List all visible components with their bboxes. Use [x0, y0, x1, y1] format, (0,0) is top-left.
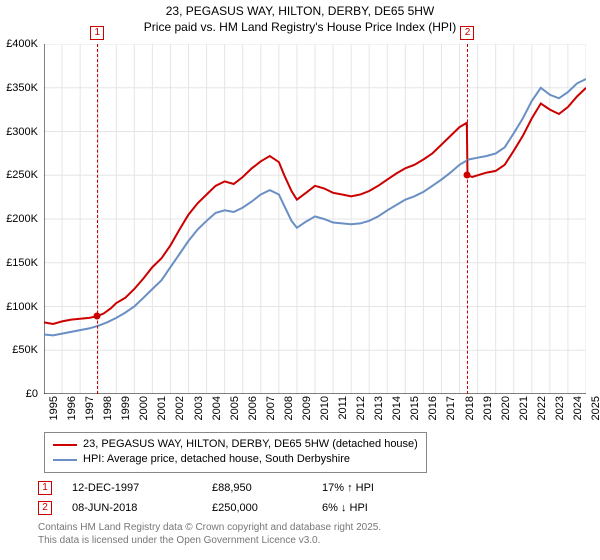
marker-row-price: £88,950 [212, 482, 322, 494]
legend-swatch [53, 444, 77, 446]
attribution: Contains HM Land Registry data © Crown c… [38, 522, 381, 547]
marker-line [467, 44, 468, 394]
title-line1: 23, PEGASUS WAY, HILTON, DERBY, DE65 5HW [0, 4, 600, 20]
x-tick-label: 2020 [500, 396, 512, 420]
y-tick-label: £400K [6, 38, 38, 50]
marker-row-badge: 2 [38, 501, 52, 515]
x-tick-label: 2002 [174, 396, 186, 420]
x-tick-label: 2010 [319, 396, 331, 420]
y-tick-label: £50K [12, 344, 38, 356]
legend-label: 23, PEGASUS WAY, HILTON, DERBY, DE65 5HW… [83, 437, 418, 452]
legend: 23, PEGASUS WAY, HILTON, DERBY, DE65 5HW… [44, 432, 427, 473]
x-tick-label: 2012 [355, 396, 367, 420]
x-tick-label: 2016 [427, 396, 439, 420]
marker-row-date: 08-JUN-2018 [72, 502, 212, 514]
marker-badge: 2 [460, 26, 474, 40]
marker-row-pct: 6% ↓ HPI [322, 502, 432, 514]
x-tick-label: 2024 [572, 396, 584, 420]
attribution-line2: This data is licensed under the Open Gov… [38, 535, 381, 548]
x-tick-label: 2000 [138, 396, 150, 420]
x-tick-label: 2017 [445, 396, 457, 420]
x-tick-label: 2025 [590, 396, 600, 420]
x-tick-label: 2023 [554, 396, 566, 420]
chart-svg [44, 44, 586, 394]
x-tick-label: 2009 [301, 396, 313, 420]
marker-row-pct: 17% ↑ HPI [322, 482, 432, 494]
y-tick-label: £250K [6, 169, 38, 181]
x-tick-label: 2006 [247, 396, 259, 420]
marker-dot [464, 172, 471, 179]
x-tick-label: 2015 [409, 396, 421, 420]
x-tick-label: 2014 [391, 396, 403, 420]
chart-area: £0£50K£100K£150K£200K£250K£300K£350K£400… [44, 44, 586, 394]
x-tick-label: 2018 [464, 396, 476, 420]
chart-container: 23, PEGASUS WAY, HILTON, DERBY, DE65 5HW… [0, 0, 600, 560]
legend-row: 23, PEGASUS WAY, HILTON, DERBY, DE65 5HW… [53, 437, 418, 452]
marker-row: 2 08-JUN-2018£250,0006% ↓ HPI [38, 498, 432, 518]
x-tick-label: 2019 [482, 396, 494, 420]
marker-table: 1 12-DEC-1997£88,95017% ↑ HPI 2 08-JUN-2018… [38, 478, 432, 518]
marker-row-badge: 1 [38, 481, 52, 495]
x-tick-label: 2008 [283, 396, 295, 420]
x-tick-label: 1996 [66, 396, 78, 420]
y-tick-label: £350K [6, 82, 38, 94]
x-tick-label: 2021 [518, 396, 530, 420]
x-tick-label: 1995 [48, 396, 60, 420]
marker-row: 1 12-DEC-1997£88,95017% ↑ HPI [38, 478, 432, 498]
x-tick-label: 2004 [211, 396, 223, 420]
y-tick-label: £0 [26, 388, 38, 400]
marker-row-date: 12-DEC-1997 [72, 482, 212, 494]
y-tick-label: £300K [6, 126, 38, 138]
x-tick-label: 2001 [156, 396, 168, 420]
x-tick-label: 2011 [337, 396, 349, 420]
y-tick-label: £200K [6, 213, 38, 225]
legend-label: HPI: Average price, detached house, Sout… [83, 452, 350, 467]
x-tick-label: 2003 [193, 396, 205, 420]
attribution-line1: Contains HM Land Registry data © Crown c… [38, 522, 381, 535]
marker-row-price: £250,000 [212, 502, 322, 514]
x-tick-label: 1999 [120, 396, 132, 420]
legend-row: HPI: Average price, detached house, Sout… [53, 452, 418, 467]
x-tick-label: 1998 [102, 396, 114, 420]
y-tick-label: £150K [6, 257, 38, 269]
x-tick-label: 2013 [373, 396, 385, 420]
x-tick-label: 1997 [84, 396, 96, 420]
x-tick-label: 2005 [229, 396, 241, 420]
marker-badge: 1 [90, 26, 104, 40]
x-tick-label: 2022 [536, 396, 548, 420]
y-tick-label: £100K [6, 301, 38, 313]
marker-line [97, 44, 98, 394]
legend-swatch [53, 459, 77, 461]
x-tick-label: 2007 [265, 396, 277, 420]
marker-dot [94, 313, 101, 320]
